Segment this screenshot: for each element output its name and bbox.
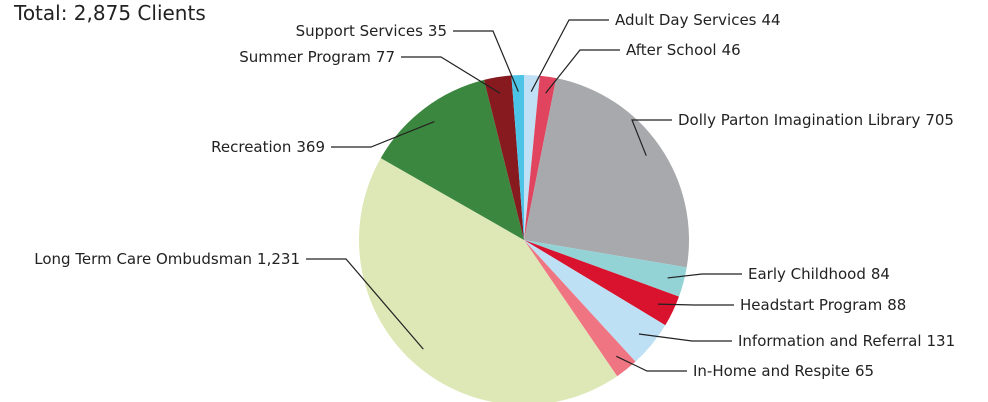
pie-slice xyxy=(524,240,636,377)
slice-label-value: 84 xyxy=(871,265,890,283)
slice-label-name: Early Childhood xyxy=(748,265,866,283)
slice-label: Long Term Care Ombudsman 1,231 xyxy=(34,250,300,268)
slice-label-name: Adult Day Services xyxy=(615,11,757,29)
slice-label-value: 77 xyxy=(376,48,395,66)
slice-label-name: Recreation xyxy=(211,138,291,156)
slice-label: Dolly Parton Imagination Library 705 xyxy=(678,111,954,129)
leader-line xyxy=(667,273,742,279)
pie-slice xyxy=(484,75,524,241)
slice-label-name: Support Services xyxy=(296,22,424,40)
slice-label: Support Services 35 xyxy=(296,22,447,40)
pie-slice xyxy=(524,240,679,326)
pie-slice xyxy=(511,75,524,240)
slice-label-value: 44 xyxy=(761,11,780,29)
slice-label-value: 46 xyxy=(722,41,741,59)
leader-line xyxy=(545,49,620,94)
slice-label-value: 35 xyxy=(428,22,447,40)
pie-slice xyxy=(524,240,666,362)
slice-label-name: After School xyxy=(626,41,717,59)
slice-label: Early Childhood 84 xyxy=(748,265,890,283)
slice-label: Information and Referral 131 xyxy=(738,332,955,350)
leader-line xyxy=(616,355,687,372)
leader-line xyxy=(331,121,435,148)
slice-label: Headstart Program 88 xyxy=(740,296,906,314)
leader-line xyxy=(657,303,734,306)
slice-label-name: Information and Referral xyxy=(738,332,922,350)
pie-slice xyxy=(359,158,618,402)
slice-label-name: Dolly Parton Imagination Library xyxy=(678,111,920,129)
pie-slice xyxy=(380,79,524,240)
slice-label: Summer Program 77 xyxy=(239,48,395,66)
slice-label-value: 1,231 xyxy=(257,250,300,268)
slice-label-name: In-Home and Respite xyxy=(693,362,850,380)
slice-label: Recreation 369 xyxy=(211,138,325,156)
slice-label-value: 705 xyxy=(925,111,954,129)
leader-line xyxy=(401,56,501,94)
slice-label-name: Headstart Program xyxy=(740,296,882,314)
slice-label: In-Home and Respite 65 xyxy=(693,362,874,380)
chart-title: Total: 2,875 Clients xyxy=(13,1,206,25)
leader-line xyxy=(530,19,609,92)
slice-label-value: 131 xyxy=(927,332,956,350)
slice-label-value: 88 xyxy=(887,296,906,314)
pie-slice xyxy=(524,78,689,268)
slice-label-name: Summer Program xyxy=(239,48,371,66)
pie-slice xyxy=(524,75,557,240)
slice-label-name: Long Term Care Ombudsman xyxy=(34,250,252,268)
leader-line xyxy=(306,258,424,350)
pie-slice xyxy=(524,75,540,240)
pie-slice xyxy=(524,240,687,297)
leader-line xyxy=(638,333,732,342)
leader-line xyxy=(631,119,672,156)
slice-label: After School 46 xyxy=(626,41,741,59)
slice-label-value: 369 xyxy=(296,138,325,156)
leader-line xyxy=(453,30,519,92)
slice-label-value: 65 xyxy=(855,362,874,380)
slice-label: Adult Day Services 44 xyxy=(615,11,781,29)
